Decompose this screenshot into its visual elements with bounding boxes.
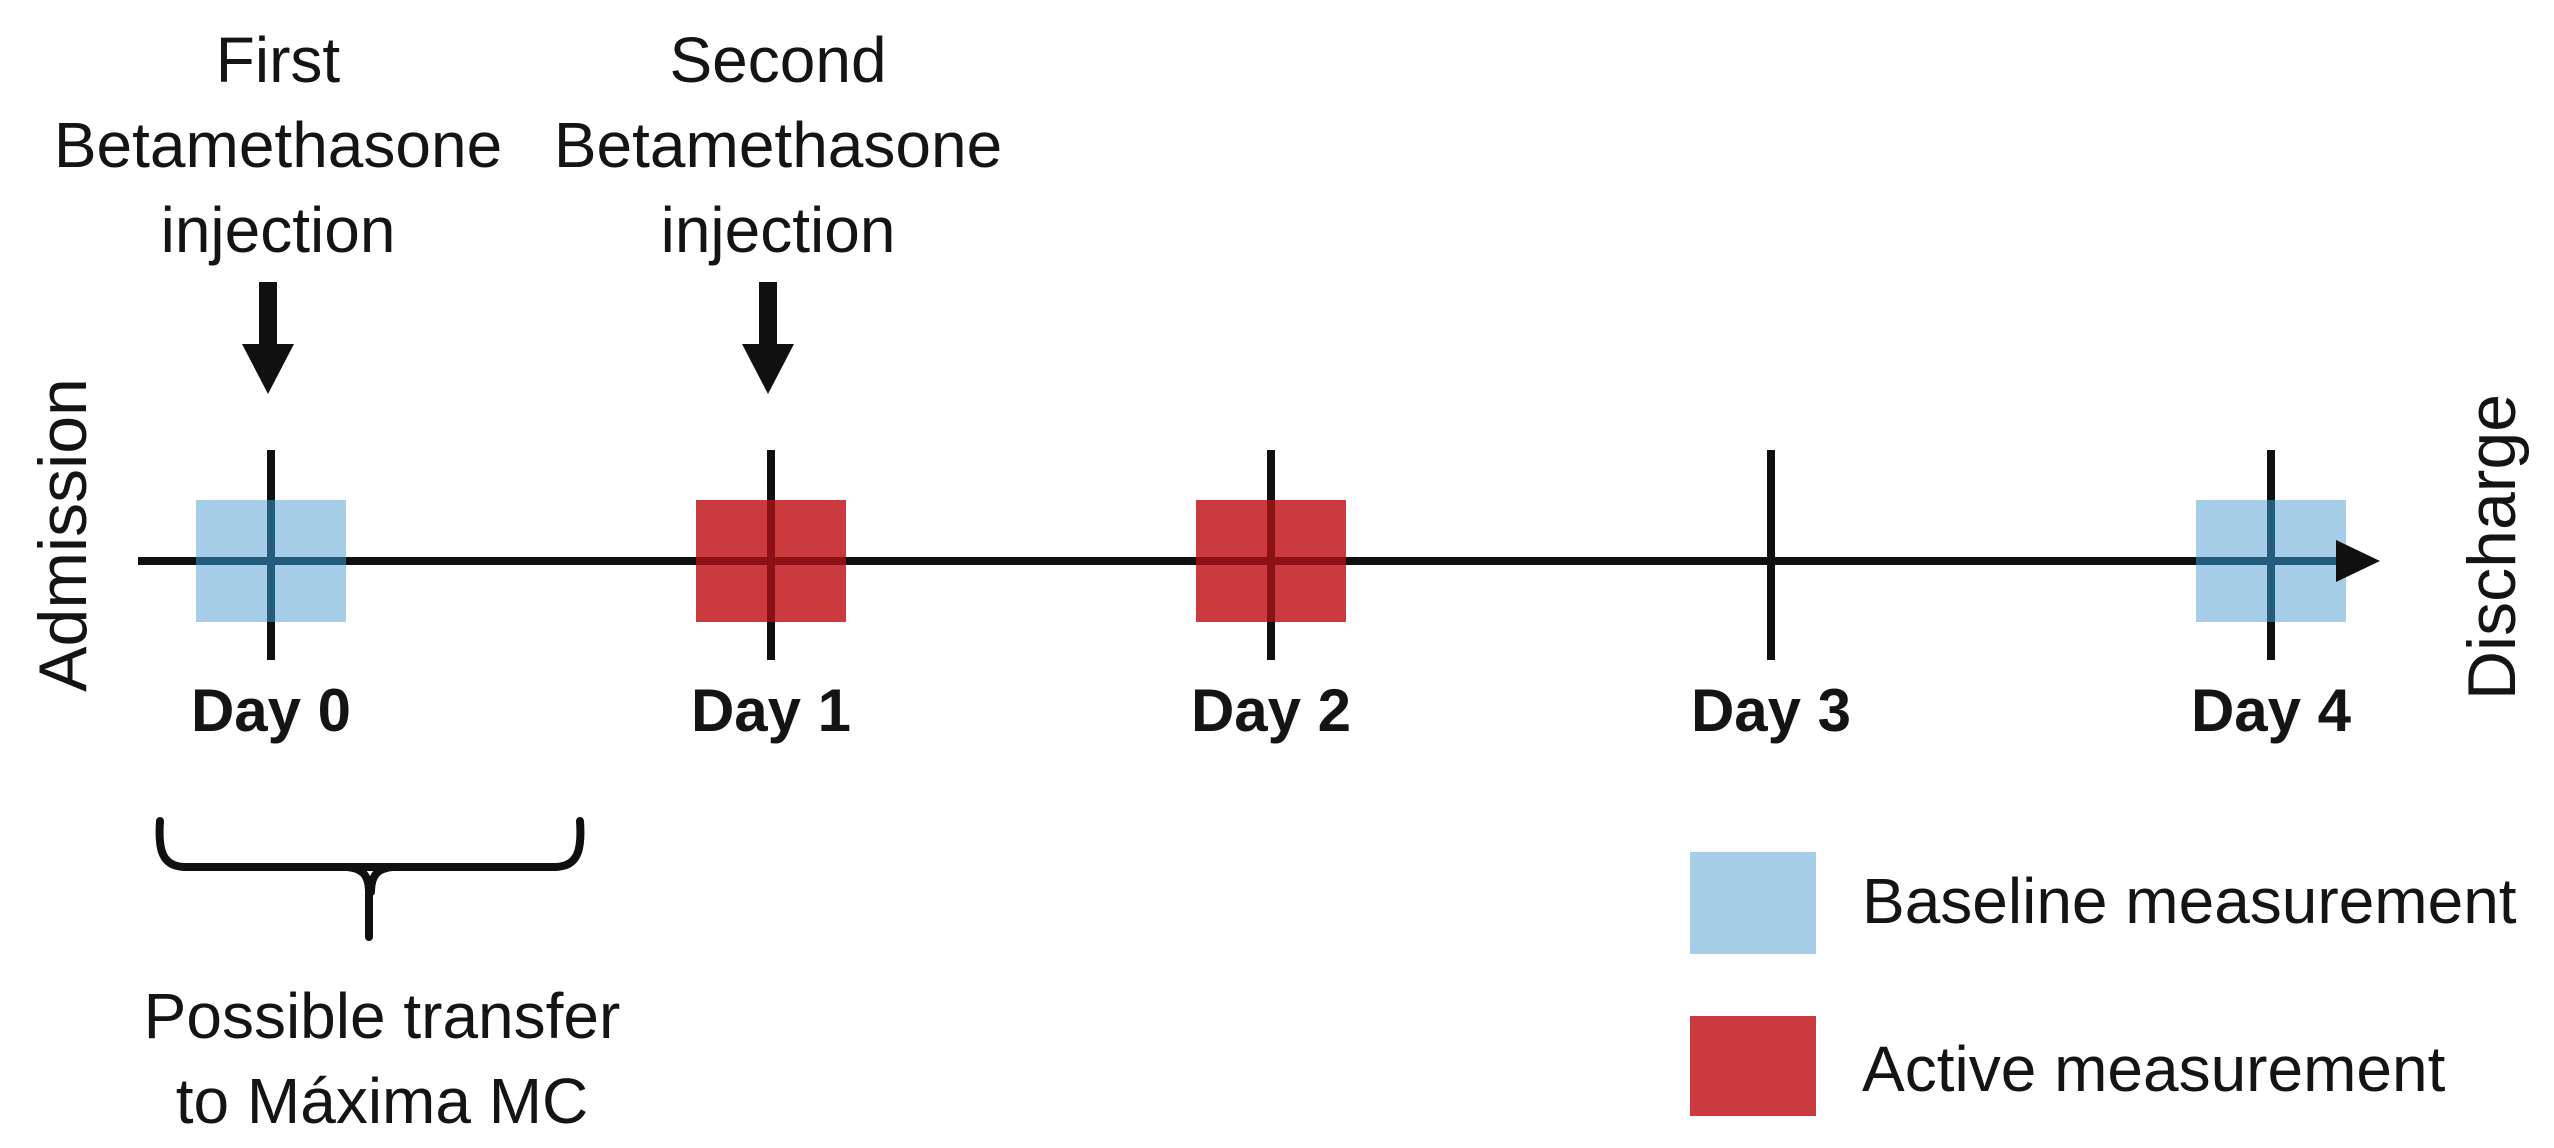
arrow-head <box>742 344 794 394</box>
day-label: Day 3 <box>1691 677 1851 744</box>
transfer-note: Possible transfer to Máxima MC <box>144 980 621 1137</box>
legend: Baseline measurement Active measurement <box>1690 852 2517 1116</box>
first-injection-label-line: injection <box>161 194 396 266</box>
transfer-brace <box>155 817 585 941</box>
first-injection-label-line: Betamethasone <box>54 109 502 181</box>
timeline-arrowhead-icon <box>2336 540 2380 582</box>
transfer-note-line: to Máxima MC <box>176 1065 589 1137</box>
marker-crossings <box>196 500 2346 622</box>
first-injection-label-line: First <box>216 24 341 96</box>
day-labels: Day 0 Day 1 Day 2 Day 3 Day 4 <box>191 677 2352 744</box>
admission-label: Admission <box>25 378 101 692</box>
legend-label: Active measurement <box>1862 1033 2446 1105</box>
legend-label: Baseline measurement <box>1862 865 2517 937</box>
second-injection-label: Second Betamethasone injection <box>554 24 1002 266</box>
transfer-note-line: Possible transfer <box>144 980 621 1052</box>
first-injection-arrow-icon <box>242 282 294 394</box>
legend-swatch-baseline <box>1690 852 1816 954</box>
second-injection-label-line: injection <box>661 194 896 266</box>
second-injection-arrow-icon <box>742 282 794 394</box>
legend-swatch-active <box>1690 1016 1816 1116</box>
second-injection-label-line: Second <box>669 24 886 96</box>
arrow-head <box>242 344 294 394</box>
discharge-label: Discharge <box>2454 394 2530 700</box>
arrow-stem <box>759 282 777 348</box>
arrow-stem <box>259 282 277 348</box>
day-label: Day 1 <box>691 677 851 744</box>
day-label: Day 4 <box>2191 677 2352 744</box>
day-label: Day 2 <box>1191 677 1351 744</box>
day-label: Day 0 <box>191 677 351 744</box>
brace-bar <box>155 817 585 871</box>
brace-stem <box>343 863 397 941</box>
second-injection-label-line: Betamethasone <box>554 109 1002 181</box>
first-injection-label: First Betamethasone injection <box>54 24 502 266</box>
